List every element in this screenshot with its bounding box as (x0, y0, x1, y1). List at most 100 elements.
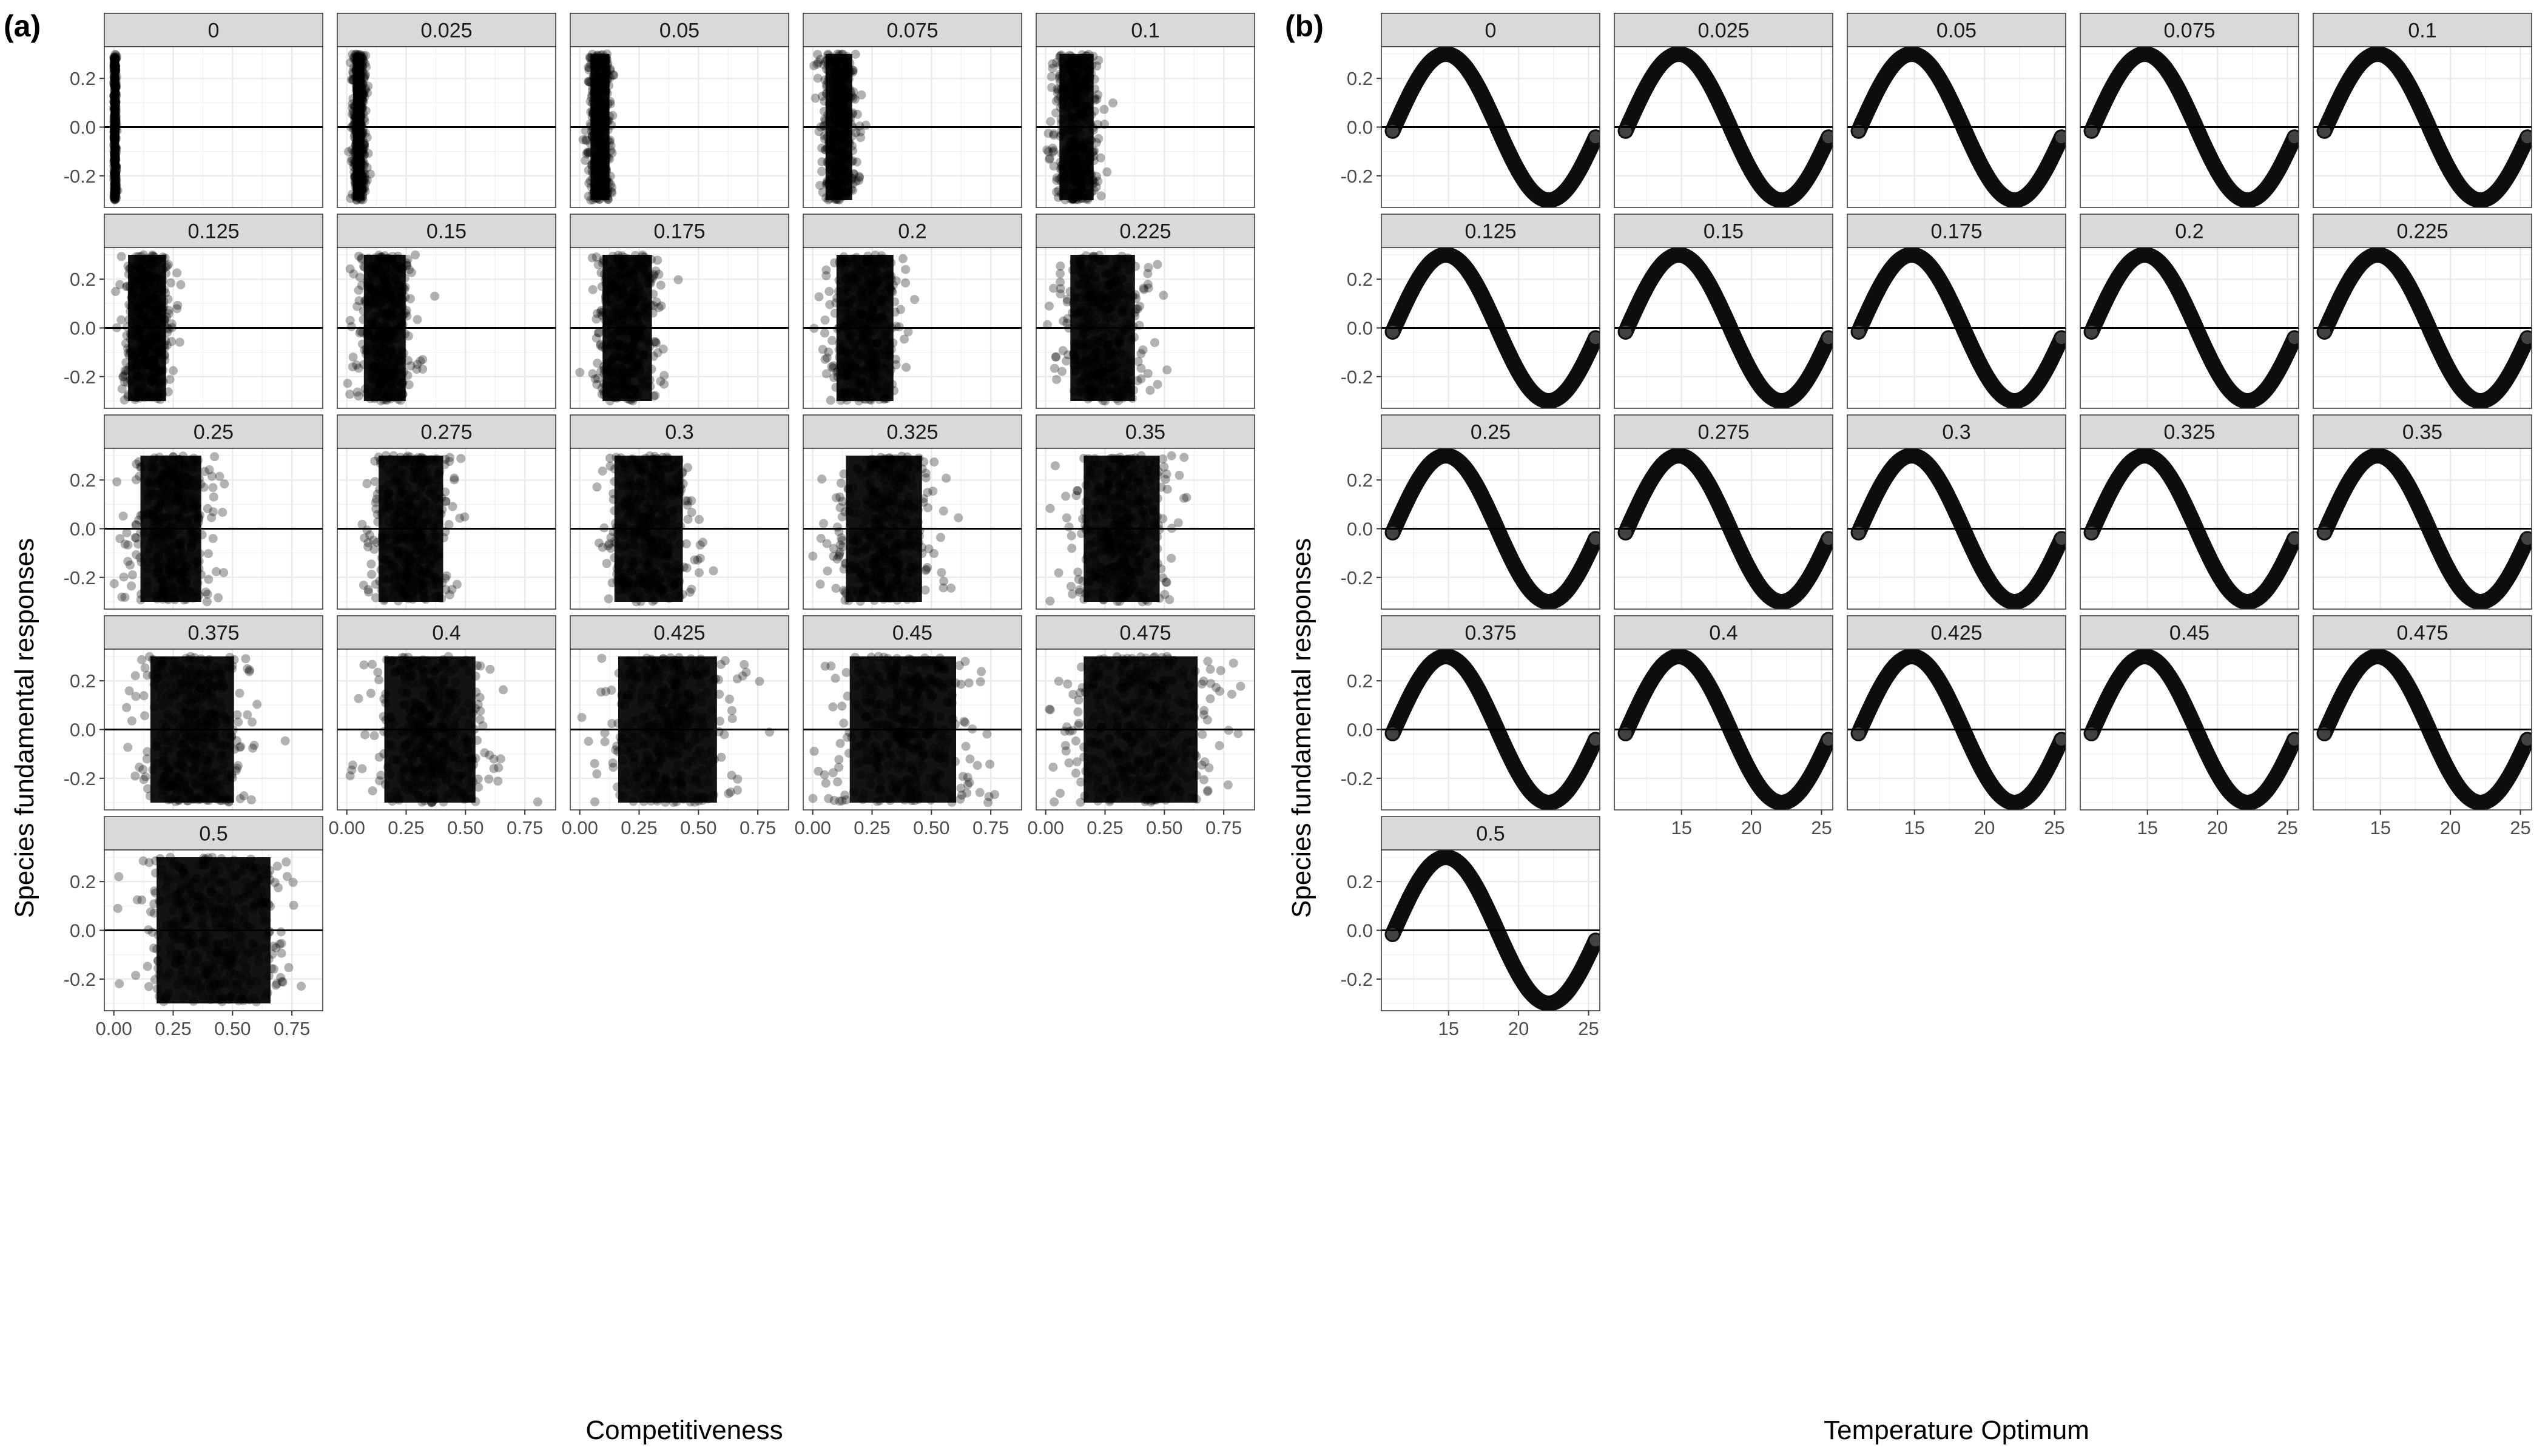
data-point (132, 279, 141, 289)
data-point (604, 153, 613, 163)
data-point (109, 118, 119, 127)
data-point (357, 176, 366, 186)
data-point (827, 109, 837, 119)
data-point (130, 299, 140, 309)
data-point (161, 454, 171, 464)
data-point (598, 50, 608, 59)
data-point (586, 59, 596, 69)
data-point (158, 306, 167, 316)
data-point (352, 72, 362, 82)
data-point (820, 145, 830, 155)
data-point (848, 108, 858, 118)
data-point (214, 593, 223, 602)
data-point (112, 194, 121, 203)
data-point (1068, 75, 1078, 85)
data-point (898, 254, 908, 263)
data-point (596, 124, 606, 133)
data-point (348, 352, 358, 362)
data-point (354, 104, 364, 114)
data-point (151, 391, 161, 400)
data-point (118, 371, 128, 381)
data-point (850, 95, 860, 104)
data-point (1066, 149, 1076, 158)
data-point (599, 104, 609, 113)
panel-a-facet-5-strip-label: 0.125 (187, 220, 239, 243)
data-point (590, 113, 600, 123)
data-point (590, 55, 599, 65)
data-point (830, 171, 840, 181)
data-point (145, 257, 155, 267)
data-point (179, 556, 189, 565)
data-point (358, 149, 368, 158)
data-point (110, 187, 120, 197)
data-point (836, 106, 846, 115)
data-point (841, 62, 851, 72)
data-point (588, 195, 598, 204)
data-point (167, 473, 176, 482)
data-point (360, 140, 369, 150)
data-point (590, 187, 599, 197)
data-point (1062, 101, 1071, 111)
data-point (1070, 188, 1079, 198)
data-point (147, 361, 157, 371)
data-point (110, 61, 120, 71)
data-point (356, 167, 365, 177)
data-point (359, 167, 368, 177)
data-point (840, 164, 850, 174)
data-point (1051, 96, 1061, 106)
data-point (146, 289, 156, 298)
data-point (144, 311, 153, 320)
data-point (642, 313, 652, 323)
data-point (1065, 62, 1075, 72)
data-point (1085, 164, 1094, 174)
data-point (149, 343, 158, 352)
data-point (357, 103, 366, 113)
data-point (825, 138, 835, 147)
data-point (590, 78, 600, 88)
data-point (132, 371, 142, 380)
data-point (1059, 93, 1068, 103)
data-point (157, 330, 166, 340)
data-point (152, 319, 162, 329)
data-point (1069, 54, 1079, 64)
data-point (1069, 144, 1079, 154)
data-point (588, 106, 597, 116)
data-point (1057, 366, 1067, 376)
data-point (153, 306, 163, 315)
data-point (598, 153, 608, 163)
data-point (132, 393, 141, 402)
data-point (1045, 153, 1054, 163)
data-point (840, 62, 849, 72)
data-point (1078, 80, 1088, 90)
data-point (1071, 160, 1081, 169)
data-point (111, 96, 121, 106)
panel-a-facet-7-strip-label: 0.175 (653, 220, 705, 243)
data-point (587, 160, 596, 170)
data-point (353, 132, 363, 141)
data-point (838, 83, 848, 92)
data-point (152, 290, 161, 300)
data-point (841, 171, 851, 180)
data-point (357, 99, 366, 109)
panel-a-facet-2: 0.05 (570, 13, 789, 208)
data-point (1073, 183, 1083, 193)
data-point (1086, 277, 1096, 286)
data-point (110, 117, 120, 127)
data-point (126, 302, 136, 311)
data-point (820, 106, 829, 116)
data-point (837, 258, 847, 268)
data-point (154, 574, 163, 584)
data-point (140, 348, 149, 358)
data-point (894, 322, 904, 332)
data-point (360, 149, 369, 159)
data-point (140, 341, 150, 351)
data-point (1143, 269, 1153, 278)
data-point (829, 130, 839, 140)
data-point (602, 68, 612, 78)
data-point (601, 187, 611, 197)
data-point (1080, 84, 1090, 94)
data-point (596, 96, 605, 106)
data-point (158, 389, 167, 399)
data-point (1068, 72, 1078, 82)
data-point (832, 58, 841, 67)
